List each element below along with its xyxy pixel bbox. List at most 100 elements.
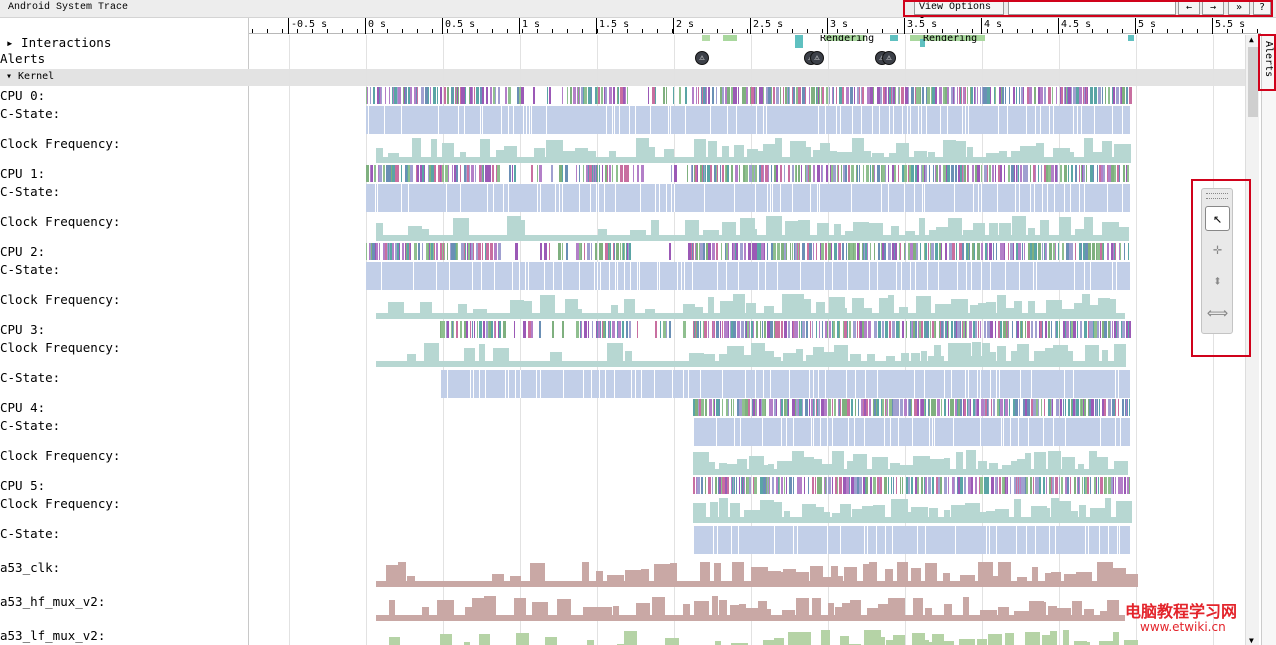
grid-line: [1136, 35, 1137, 645]
cstate-gap: [726, 262, 727, 290]
search-input[interactable]: [1008, 1, 1176, 15]
cpu-slice: [832, 321, 833, 338]
ruler-minor-tick: [1002, 29, 1003, 33]
cpu-slice: [417, 87, 418, 104]
cpu-slice: [964, 165, 966, 182]
cstate-gap: [890, 418, 891, 446]
cpu-slice: [706, 243, 709, 260]
scrollbar-thumb[interactable]: [1248, 47, 1258, 117]
select-mode-icon[interactable]: ↖: [1205, 206, 1230, 231]
cpu-slice: [731, 165, 733, 182]
interactions-track-label[interactable]: ▸ Interactions: [6, 35, 112, 50]
cpu-slice: [737, 321, 740, 338]
frequency-step: [972, 342, 981, 367]
cpu-slice: [473, 243, 474, 260]
cpu-slice: [492, 165, 494, 182]
alerts-side-panel-tab[interactable]: Alerts: [1261, 35, 1276, 645]
cpu-slice: [747, 321, 749, 338]
cstate-gap: [650, 106, 651, 134]
cpu-slice: [1052, 399, 1053, 416]
cpu-slice: [984, 321, 986, 338]
cpu-slice: [1069, 243, 1072, 260]
alert-marker[interactable]: ⚠: [882, 51, 896, 65]
cpu-slice: [794, 321, 795, 338]
vertical-scrollbar[interactable]: ▲ ▼: [1245, 35, 1259, 645]
find-next-button[interactable]: →: [1202, 1, 1224, 15]
cpu-slice: [609, 165, 611, 182]
cpu-slice: [1098, 87, 1101, 104]
cpu-slice: [1009, 87, 1010, 104]
cpu-slice: [989, 165, 991, 182]
scroll-down-icon[interactable]: ▼: [1249, 636, 1254, 645]
cpu-slice: [927, 87, 930, 104]
zoom-mode-icon[interactable]: ⬍: [1212, 272, 1223, 290]
ruler-minor-tick: [717, 29, 718, 33]
cpu-slice: [626, 165, 629, 182]
timing-mode-icon[interactable]: ⟺: [1206, 304, 1229, 322]
cpu-slice: [951, 399, 954, 416]
cpu-slice: [893, 87, 896, 104]
frequency-step: [1014, 499, 1021, 523]
cpu-slice: [784, 477, 785, 494]
cstate-gap: [1073, 106, 1074, 134]
drag-grip-icon[interactable]: [1206, 193, 1228, 199]
cstate-gap: [591, 370, 592, 398]
interaction-slice: [890, 35, 898, 41]
cpu-slice: [838, 165, 839, 182]
cpu-slice: [911, 87, 914, 104]
cpu-slice: [878, 243, 880, 260]
pan-mode-icon[interactable]: ✛: [1212, 240, 1223, 258]
cpu-slice: [847, 321, 848, 338]
cstate-gap: [876, 526, 877, 554]
cpu-slice: [882, 321, 884, 338]
cstate-gap: [998, 106, 999, 134]
help-button[interactable]: ?: [1253, 1, 1271, 15]
kernel-group-header[interactable]: ▾ Kernel: [0, 69, 1245, 86]
cpu-slice: [743, 87, 746, 104]
frequency-step: [389, 637, 400, 645]
cpu-slice: [969, 321, 972, 338]
cpu-slice: [805, 399, 808, 416]
cstate-gap: [668, 106, 669, 134]
track-label: Clock Frequency:: [0, 214, 121, 229]
cpu-slice: [479, 321, 482, 338]
scroll-up-icon[interactable]: ▲: [1249, 35, 1254, 44]
cpu-slice: [932, 321, 934, 338]
cstate-gap: [401, 106, 402, 134]
alert-marker[interactable]: ⚠: [695, 51, 709, 65]
alert-marker[interactable]: ⚠: [810, 51, 824, 65]
cpu-slice: [626, 321, 628, 338]
cpu-slice: [776, 477, 777, 494]
frequency-step: [944, 510, 950, 523]
cpu-slice: [1004, 243, 1005, 260]
cpu-slice: [868, 321, 871, 338]
cpu-slice: [405, 87, 407, 104]
cstate-gap: [847, 262, 848, 290]
cpu-slice: [1104, 321, 1107, 338]
cpu-slice: [957, 87, 958, 104]
cstate-gap: [738, 262, 739, 290]
cpu-slice: [788, 165, 790, 182]
cpu-slice: [1128, 243, 1129, 260]
cpu-slice: [1090, 87, 1093, 104]
view-options-button[interactable]: View Options ▾: [914, 1, 1004, 25]
cstate-gap: [525, 262, 526, 290]
cpu-slice: [992, 165, 994, 182]
cpu-slice: [878, 321, 881, 338]
cpu-slice: [704, 165, 705, 182]
cpu-slice: [1065, 399, 1066, 416]
cpu-slice: [1041, 165, 1042, 182]
cpu-slice: [822, 165, 823, 182]
find-previous-button[interactable]: ←: [1178, 1, 1200, 15]
cpu-slice: [1101, 165, 1103, 182]
cpu-slice: [863, 165, 864, 182]
cpu-slice: [970, 399, 971, 416]
expand-all-button[interactable]: »: [1228, 1, 1250, 15]
ruler-minor-tick: [552, 29, 553, 33]
cpu-slice: [981, 399, 984, 416]
cpu-slice: [972, 243, 974, 260]
cpu-slice: [900, 243, 901, 260]
cpu-slice: [436, 243, 438, 260]
